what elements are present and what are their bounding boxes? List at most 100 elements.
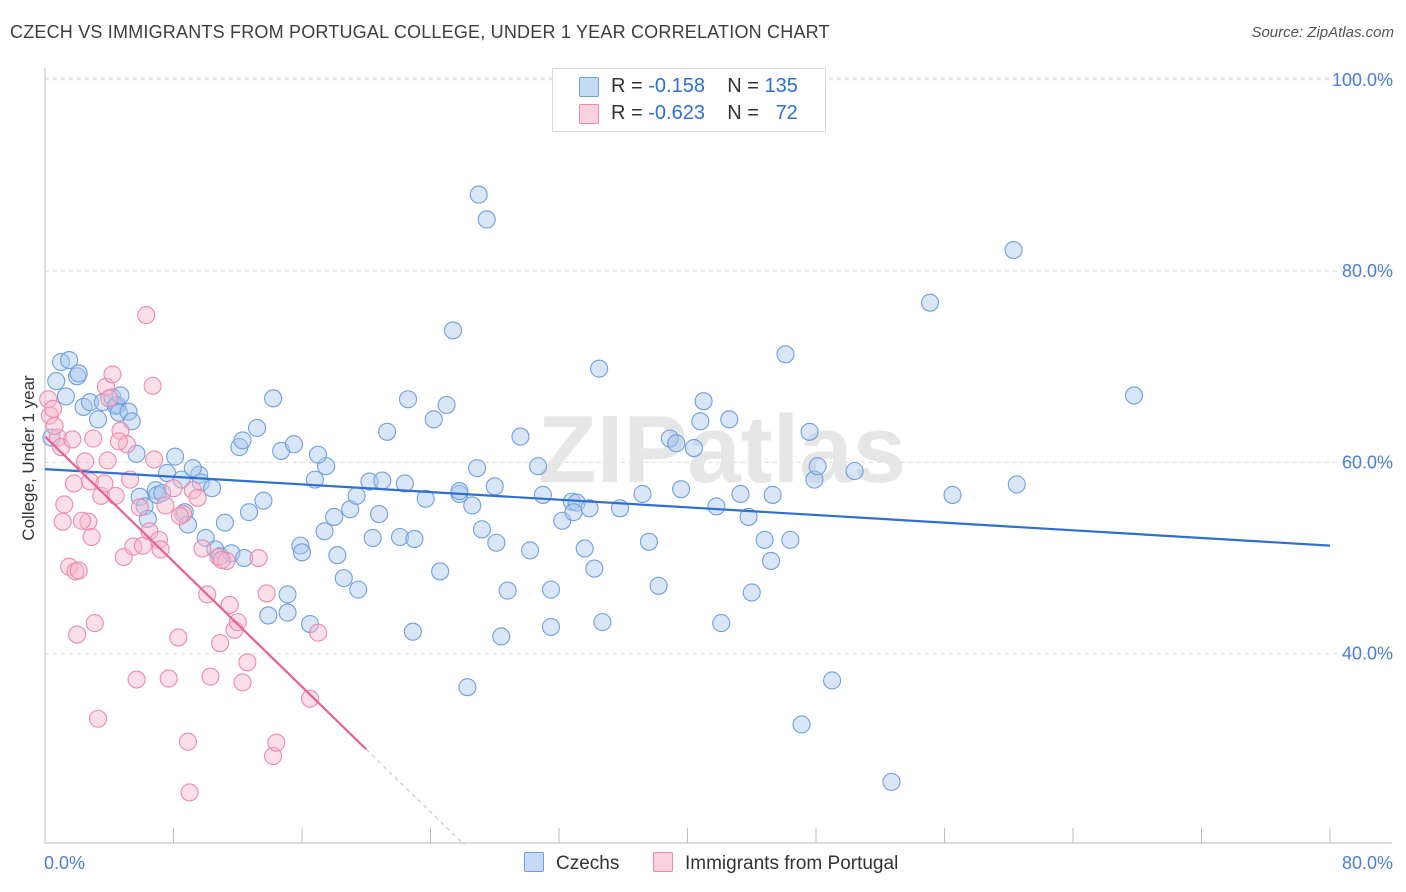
czechs-point	[395, 474, 414, 493]
czechs-point	[278, 603, 297, 622]
r-value: -0.623	[648, 102, 705, 124]
trend-lines	[44, 435, 1331, 846]
czechs-point	[633, 484, 652, 504]
portugal-point	[84, 429, 103, 448]
czechs-point	[755, 530, 774, 549]
czechs-point	[781, 530, 800, 549]
czechs-point	[69, 364, 88, 383]
portugal-point	[201, 667, 220, 686]
portugal-point	[228, 613, 247, 632]
czechs-point	[80, 393, 100, 412]
czechs-point	[47, 372, 66, 391]
czechs-point	[667, 434, 686, 453]
czechs-point	[284, 435, 304, 454]
portugal-point	[76, 452, 95, 471]
czechs-point	[694, 392, 713, 411]
czechs-point	[920, 293, 940, 312]
czechs-point	[215, 513, 234, 532]
czechs-point	[805, 470, 824, 489]
czechs-point	[485, 477, 504, 496]
n-value: 72	[775, 102, 798, 124]
czechs-point	[247, 418, 267, 438]
czechs-point	[593, 613, 612, 632]
portugal-point	[233, 673, 252, 692]
czechs-point	[390, 527, 410, 547]
czechs-point	[278, 585, 297, 604]
czechs-point	[315, 522, 334, 541]
portugal-point	[169, 628, 188, 647]
portugal-point	[43, 399, 63, 418]
czechs-point	[1124, 386, 1144, 405]
czechs-point	[511, 427, 530, 446]
czechs-point	[424, 410, 443, 429]
portugal-point	[309, 623, 328, 642]
czechs-point	[1007, 475, 1026, 494]
portugal-point	[137, 306, 156, 325]
watermark: ZIPatlas	[538, 396, 906, 503]
portugal-point	[95, 474, 114, 493]
czechs-point	[437, 395, 456, 415]
portugal-point	[39, 390, 58, 409]
czechs-point	[334, 569, 353, 588]
stats-legend: R = -0.158 N = 135 R = -0.623 N = 72	[552, 68, 826, 132]
czechs-point	[56, 387, 75, 406]
portugal-point	[180, 783, 199, 802]
n-label: N =	[727, 75, 759, 97]
czechs-point	[370, 505, 389, 524]
portugal-point	[98, 451, 117, 470]
czechs-point	[541, 580, 561, 599]
portugal-point	[109, 432, 128, 451]
czechs-point	[363, 528, 382, 548]
y-axis-label: College, Under 1 year	[19, 375, 38, 541]
czechs-point	[259, 606, 278, 625]
r-label: R =	[611, 102, 643, 124]
czechs-point	[731, 484, 750, 504]
czechs-point	[533, 485, 552, 504]
portugal-swatch	[579, 104, 599, 124]
portugal-point	[85, 614, 104, 633]
czechs-point	[403, 622, 422, 641]
czechs-point	[672, 480, 691, 499]
czechs-point	[416, 489, 435, 508]
czechs-point	[235, 548, 254, 568]
czechs-point	[88, 410, 108, 429]
czechs-point	[203, 479, 222, 498]
czechs-point	[469, 185, 488, 204]
czechs-point	[450, 482, 469, 501]
czechs-point	[776, 345, 795, 364]
czechs-point	[823, 671, 842, 690]
legend-item-portugal[interactable]: Immigrants from Portugal	[653, 852, 898, 875]
n-label: N =	[727, 102, 759, 124]
czechs-point	[463, 496, 482, 515]
czechs-point	[761, 551, 781, 570]
portugal-point	[145, 450, 164, 469]
czechs-point	[575, 539, 594, 558]
portugal-point	[63, 430, 82, 449]
czechs-trend-line	[44, 467, 1331, 547]
czechs-point	[845, 461, 864, 481]
portugal-point	[68, 625, 87, 644]
czechs-point	[541, 617, 561, 636]
n-value: 135	[764, 75, 798, 97]
czechs-point	[405, 529, 424, 548]
portugal-point	[124, 537, 143, 556]
czechs-point	[347, 486, 366, 505]
czechs-point	[684, 439, 703, 458]
czechs-point	[443, 321, 463, 340]
czechs-point	[585, 559, 604, 578]
y-tick-label: 40.0%	[1342, 644, 1393, 664]
portugal-point	[88, 709, 108, 728]
czechs-point	[707, 497, 726, 516]
portugal-point	[48, 428, 67, 447]
czechs-point	[742, 583, 761, 602]
legend-item-czechs[interactable]: Czechs	[524, 852, 619, 875]
czechs-point	[763, 485, 782, 504]
y-tick-label: 80.0%	[1342, 261, 1393, 281]
portugal-point	[127, 670, 146, 689]
czechs-point	[477, 210, 496, 229]
series-legend: Czechs Immigrants from Portugal	[0, 852, 1406, 878]
czechs-point	[590, 359, 609, 378]
source-label: Source: ZipAtlas.com	[1251, 24, 1394, 41]
portugal-point	[64, 474, 83, 493]
